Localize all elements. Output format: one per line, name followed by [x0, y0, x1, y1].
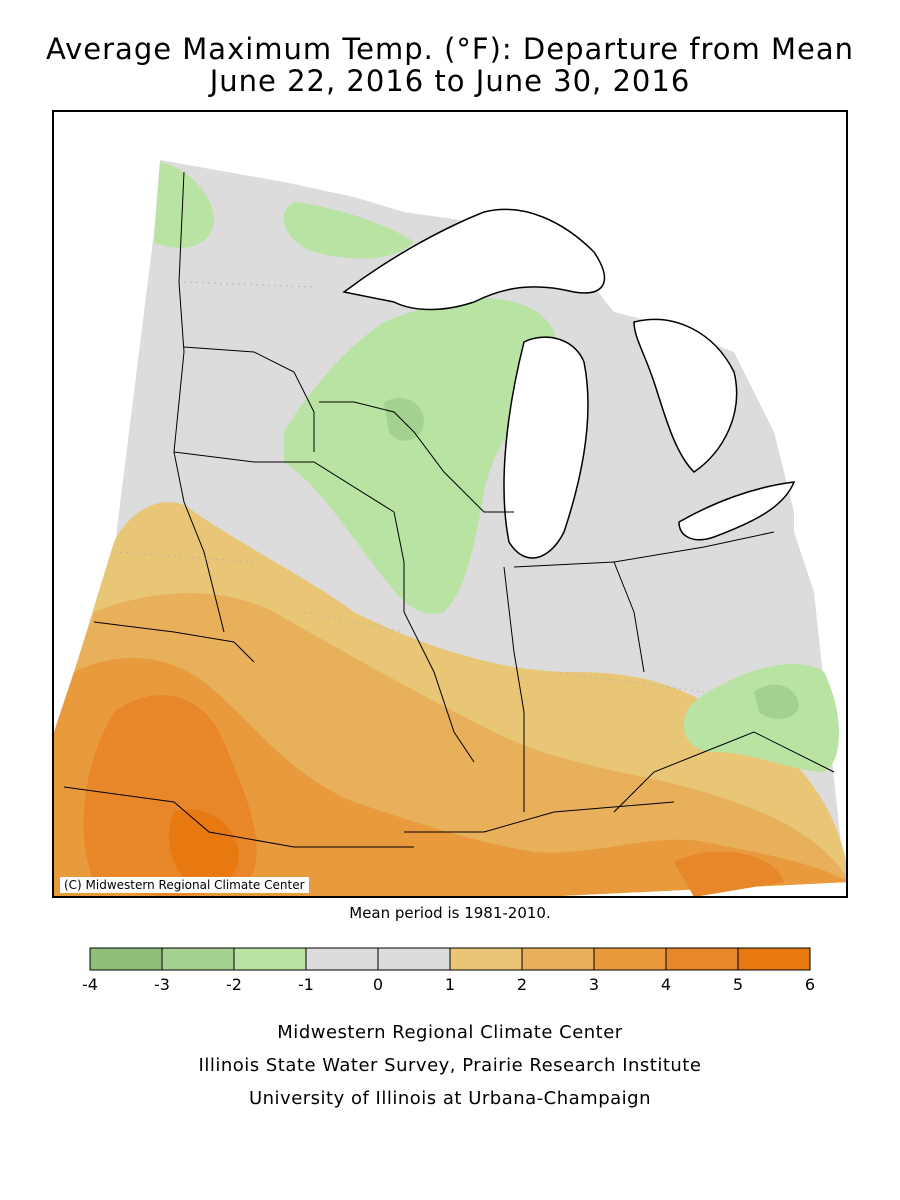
state-borders	[63, 171, 835, 848]
warm-zone-tennessee-5	[674, 851, 784, 896]
cool-zone-dakota-north	[154, 162, 214, 248]
legend-swatch	[737, 947, 811, 971]
legend-tick-label: -1	[298, 975, 314, 994]
credit-uiuc: University of Illinois at Urbana-Champai…	[248, 1088, 652, 1109]
credit-isws: Illinois State Water Survey, Prairie Res…	[198, 1055, 702, 1076]
lake-erie	[678, 481, 796, 541]
legend-swatch	[377, 947, 451, 971]
legend-tick-label: 3	[589, 975, 599, 994]
legend-tick-label: -4	[82, 975, 98, 994]
legend-tick-label: 0	[373, 975, 383, 994]
legend-swatch	[593, 947, 667, 971]
lake-superior	[342, 208, 605, 311]
map-title: Average Maximum Temp. (°F): Departure fr…	[45, 32, 855, 66]
legend-swatch	[305, 947, 379, 971]
legend-tick-label: 4	[661, 975, 671, 994]
map-date-range: June 22, 2016 to June 30, 2016	[209, 64, 691, 98]
lake-huron	[633, 318, 738, 473]
cool-zone-central	[384, 398, 424, 441]
legend-swatch	[521, 947, 595, 971]
map-frame: (C) Midwestern Regional Climate Center	[52, 110, 848, 898]
grid-lines	[113, 281, 705, 693]
cool-zone-ohio-valley-dark	[754, 684, 799, 719]
legend-tick-label: -3	[154, 975, 170, 994]
cool-zone-upper-midwest	[284, 298, 558, 614]
legend-tick-label: 6	[805, 975, 815, 994]
color-legend: -4 -3 -2 -1 0 1 2 3 4 5 6	[82, 947, 815, 994]
legend-swatch	[665, 947, 739, 971]
legend-swatch	[89, 947, 163, 971]
legend-swatch	[233, 947, 307, 971]
cool-zone-minnesota-north	[283, 202, 414, 259]
legend-tick-label: -2	[226, 975, 242, 994]
legend-tick-label: 5	[733, 975, 743, 994]
legend-swatch	[161, 947, 235, 971]
mean-period-note: Mean period is 1981-2010.	[349, 904, 551, 922]
warm-zone-kansas-6	[169, 809, 239, 886]
departure-map	[54, 160, 846, 896]
legend-tick-label: 2	[517, 975, 527, 994]
credit-mrcc: Midwestern Regional Climate Center	[277, 1022, 623, 1043]
legend-swatch	[449, 947, 523, 971]
lake-michigan	[503, 336, 589, 559]
copyright-label: (C) Midwestern Regional Climate Center	[60, 877, 309, 893]
legend-tick-label: 1	[445, 975, 455, 994]
